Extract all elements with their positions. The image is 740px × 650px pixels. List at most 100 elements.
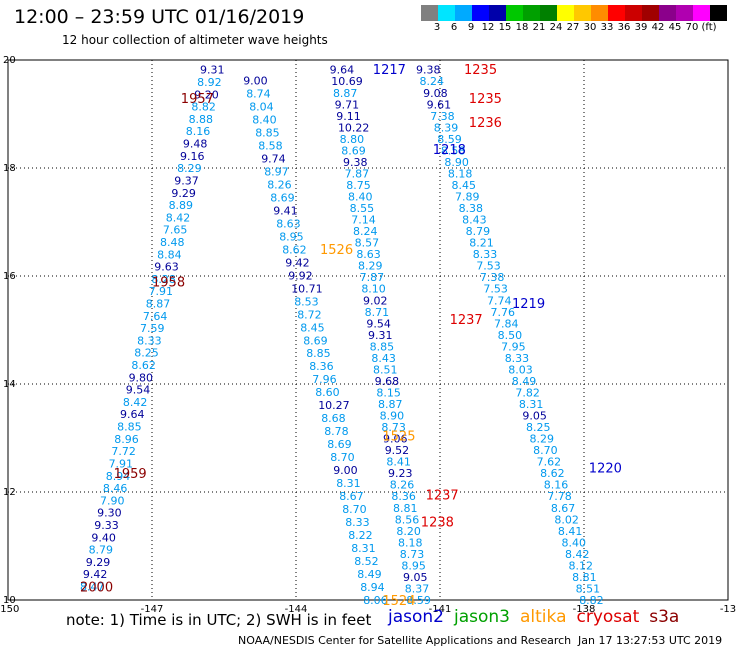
- legend-altika: altika: [520, 607, 567, 627]
- swh-value: 8.89: [169, 199, 194, 212]
- x-tick-label: -150: [0, 604, 19, 615]
- swh-value: 8.59: [406, 594, 431, 607]
- swh-value: 8.31: [351, 542, 376, 555]
- swh-value: 8.84: [157, 248, 182, 261]
- swh-value: 7.91: [149, 285, 174, 298]
- swh-value: 8.69: [270, 191, 295, 204]
- swh-value: 9.29: [86, 556, 111, 569]
- pass-time-label: 1525: [382, 429, 415, 444]
- legend-cryosat: cryosat: [576, 607, 640, 627]
- swh-value: 8.42: [565, 548, 590, 561]
- swh-value: 9.71: [335, 98, 360, 111]
- swh-value: 7.53: [483, 283, 508, 296]
- swh-value: 7.82: [515, 386, 540, 399]
- colorbar-swatch: [455, 5, 473, 21]
- swh-value: 8.29: [177, 162, 202, 175]
- swh-value: 8.41: [558, 525, 583, 538]
- swh-value: 8.33: [473, 248, 498, 261]
- colorbar-swatch: [506, 5, 524, 21]
- swh-value: 9.30: [97, 507, 122, 520]
- swh-value: 9.38: [416, 64, 441, 77]
- swh-value: 8.81: [572, 571, 597, 584]
- colorbar-tick-label: 30: [583, 22, 597, 33]
- swh-value: 8.75: [346, 179, 371, 192]
- pass-time-label: 1236: [469, 116, 502, 131]
- swh-value: 8.49: [357, 568, 382, 581]
- swh-value: 8.36: [391, 490, 416, 503]
- pass-time-label: 1219: [512, 297, 545, 312]
- colorbar-swatch: [557, 5, 575, 21]
- swh-value: 8.67: [551, 502, 576, 515]
- swh-value: 7.84: [494, 317, 519, 330]
- y-tick-label: 18: [3, 163, 16, 174]
- swh-value: 9.00: [243, 75, 268, 88]
- swh-value: 9.42: [83, 568, 108, 581]
- swh-value: 8.47: [80, 581, 105, 594]
- swh-value: 8.25: [526, 421, 551, 434]
- swh-value: 7.78: [547, 490, 572, 503]
- swh-value: 8.58: [441, 144, 466, 157]
- pass-time-label: 1524: [382, 594, 415, 609]
- legend-jason2: jason2: [388, 607, 444, 627]
- colorbar-tick-label: 36: [617, 22, 631, 33]
- colorbar-tick-label: 9: [467, 22, 475, 33]
- y-tick-label: 10: [3, 595, 16, 606]
- swh-value: 9.42: [285, 256, 310, 269]
- swh-value: 8.72: [297, 308, 322, 321]
- pass-time-label: 1958: [152, 275, 185, 290]
- colorbar-tick-label: 21: [532, 22, 546, 33]
- swh-value: 9.31: [368, 329, 393, 342]
- colorbar-tick-label: (ft): [701, 22, 717, 33]
- swh-value: 9.02: [363, 294, 388, 307]
- swh-value: 8.04: [249, 100, 274, 113]
- swh-value: 7.90: [100, 494, 125, 507]
- swh-value: 8.68: [321, 412, 346, 425]
- pass-time-label: 1235: [469, 92, 502, 107]
- swh-value: 9.61: [427, 98, 452, 111]
- colorbar-tick-label: 3: [433, 22, 441, 33]
- swh-value: 8.69: [327, 438, 352, 451]
- swh-value: 8.92: [197, 76, 222, 89]
- swh-value: 8.82: [579, 594, 604, 607]
- y-tick-label: 20: [3, 55, 16, 66]
- swh-value: 8.95: [401, 559, 426, 572]
- swh-value: 9.92: [288, 269, 313, 282]
- swh-value: 8.45: [451, 179, 476, 192]
- swh-value: 8.70: [342, 503, 367, 516]
- swh-value: 8.46: [103, 482, 128, 495]
- swh-value: 9.80: [129, 371, 154, 384]
- swh-value: 9.29: [171, 187, 196, 200]
- x-tick-label: -141: [429, 604, 452, 615]
- swh-value: 7.38: [480, 271, 505, 284]
- swh-value: 9.08: [423, 87, 448, 100]
- swh-value: 8.62: [282, 243, 307, 256]
- swh-value: 9.38: [343, 156, 368, 169]
- swh-value: 8.88: [189, 113, 214, 126]
- swh-value: 7.65: [163, 224, 188, 237]
- colorbar-tick-label: 45: [668, 22, 682, 33]
- swh-value: 8.57: [355, 237, 380, 250]
- swh-value: 8.33: [505, 352, 530, 365]
- colorbar-swatch: [472, 5, 490, 21]
- swh-value: 8.56: [395, 513, 420, 526]
- legend-s3a: s3a: [649, 607, 680, 627]
- colorbar-swatch: [625, 5, 643, 21]
- swh-value: 8.96: [114, 433, 138, 446]
- swh-value: 9.48: [183, 138, 208, 151]
- colorbar-swatch: [421, 5, 439, 21]
- swh-value: 8.41: [386, 456, 411, 469]
- x-tick-label: -144: [285, 604, 308, 615]
- swh-value: 8.33: [345, 516, 370, 529]
- swh-value: 9.40: [91, 531, 116, 544]
- pass-time-label: 2000: [80, 581, 113, 596]
- swh-value: 7.38: [430, 110, 455, 123]
- swh-value: 8.55: [350, 202, 375, 215]
- swh-value: 8.97: [264, 165, 289, 178]
- swh-value: 8.87: [378, 398, 403, 411]
- pass-time-label: 1526: [320, 243, 353, 258]
- swh-value: 9.64: [120, 408, 145, 421]
- swh-value: 8.94: [106, 470, 131, 483]
- swh-value: 8.49: [512, 375, 536, 388]
- colorbar-swatch: [642, 5, 660, 21]
